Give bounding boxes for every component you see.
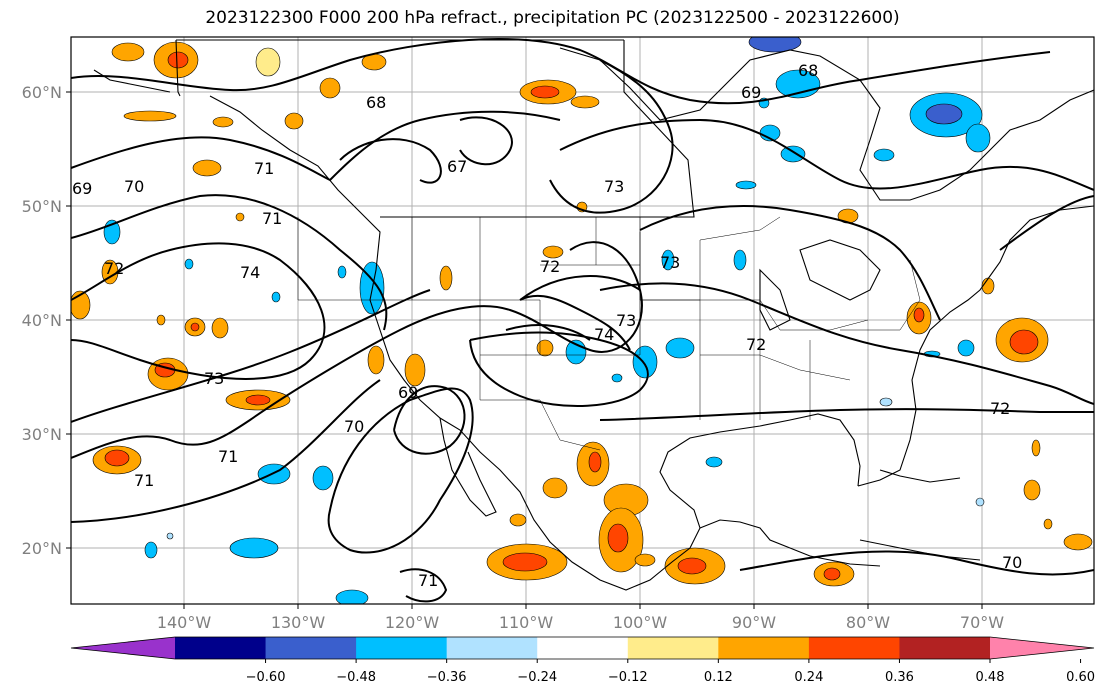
refractivity-contours: [71, 38, 1094, 603]
colorbar-swatch: [356, 637, 448, 659]
contour-label: 71: [218, 447, 238, 466]
contour-label: 67: [447, 157, 467, 176]
graticule: [71, 37, 1094, 604]
lat-tick-labels: 60°N 50°N 40°N 30°N 20°N: [22, 83, 62, 558]
colorbar-tick-label: −0.60: [246, 670, 286, 685]
lon-tick-marks: [183, 604, 983, 609]
colorbar-tick-label: 0.48: [976, 670, 1005, 685]
contour-labels: 68 69 68 67 71 73 69 71 72 74 73 72 74 7…: [72, 61, 1022, 590]
contour-label: 73: [204, 369, 224, 388]
contour-label: 68: [798, 61, 818, 80]
contour-label: 71: [254, 159, 274, 178]
colorbar-tick-label: 0.36: [885, 670, 914, 685]
colorbar-swatch: [537, 637, 629, 659]
colorbar-swatch: [718, 637, 810, 659]
precipitation-patches: [71, 37, 1093, 604]
colorbar: −0.60 −0.48 −0.36 −0.24 −0.12 0.12 0.24 0.36 0.4…: [70, 636, 1095, 685]
contour-label: 72: [746, 335, 766, 354]
colorbar-swatch: [175, 637, 267, 659]
colorbar-tick-label: −0.12: [608, 670, 648, 685]
colorbar-tick-label: 0.24: [794, 670, 823, 685]
contour-label: 72: [990, 399, 1010, 418]
map-panel: 68 69 68 67 71 73 69 71 72 74 73 72 74 7…: [71, 37, 1094, 604]
colorbar-swatch: [627, 637, 719, 659]
lat-label: 40°N: [22, 311, 62, 330]
contour-label: 74: [240, 263, 260, 282]
lat-label: 30°N: [22, 425, 62, 444]
contour-label: 69: [741, 83, 761, 102]
colorbar-tick-label: −0.36: [427, 670, 467, 685]
lat-label: 50°N: [22, 197, 62, 216]
colorbar-swatch: [265, 637, 357, 659]
contour-label: 70: [124, 177, 144, 196]
lat-label: 20°N: [22, 539, 62, 558]
lon-tick-labels: 140°W 130°W 120°W 110°W 100°W 90°W 80°W …: [157, 613, 1004, 632]
contour-label: 71: [418, 571, 438, 590]
colorbar-tick-label: 0.12: [704, 670, 733, 685]
lon-label: 130°W: [271, 613, 326, 632]
contour-label: 70: [1002, 553, 1022, 572]
lon-label: 110°W: [499, 613, 554, 632]
colorbar-tick-label: −0.48: [336, 670, 376, 685]
colorbar-swatch: [446, 637, 538, 659]
contour-label: 73: [616, 311, 636, 330]
coastlines: [93, 39, 1094, 591]
contour-label: 70: [344, 417, 364, 436]
state-borders: [297, 216, 921, 451]
lon-label: 70°W: [960, 613, 1004, 632]
lon-label: 140°W: [157, 613, 212, 632]
contour-label: 72: [104, 259, 124, 278]
contour-label: 74: [594, 325, 614, 344]
colorbar-swatch: [899, 637, 991, 659]
contour-label: 71: [262, 209, 282, 228]
contour-label: 72: [540, 257, 560, 276]
lon-label: 100°W: [613, 613, 668, 632]
lon-label: 90°W: [732, 613, 776, 632]
colorbar-swatch: [808, 637, 900, 659]
contour-label: 69: [398, 383, 418, 402]
contour-label: 71: [134, 471, 154, 490]
contour-label: 73: [660, 253, 680, 272]
contour-label: 69: [72, 179, 92, 198]
contour-label: 73: [604, 177, 624, 196]
map-title: 2023122300 F000 200 hPa refract., precip…: [205, 8, 900, 28]
contour-label: 68: [366, 93, 386, 112]
colorbar-extend-low: [71, 637, 175, 659]
colorbar-outline: [70, 636, 1095, 660]
colorbar-extend-high: [990, 637, 1094, 659]
lat-label: 60°N: [22, 83, 62, 102]
lon-label: 120°W: [385, 613, 440, 632]
lon-label: 80°W: [846, 613, 890, 632]
lat-tick-marks: [66, 91, 71, 549]
colorbar-tick-label: 0.60: [1066, 670, 1095, 685]
colorbar-tick-label: −0.24: [517, 670, 557, 685]
